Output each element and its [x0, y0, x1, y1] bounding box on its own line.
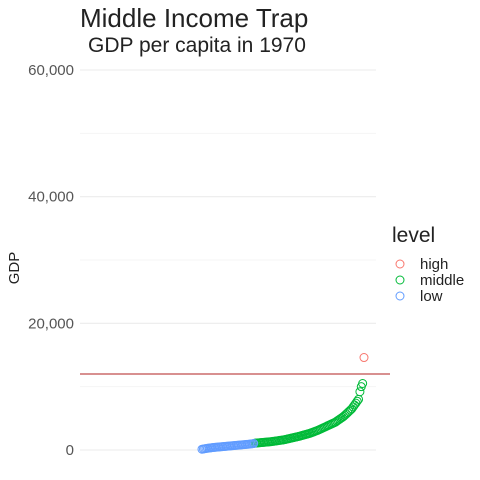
legend-item-middle: middle	[394, 271, 465, 289]
data-point-high	[359, 353, 369, 363]
legend-key-icon	[395, 275, 405, 285]
legend-label: low	[420, 287, 443, 305]
legend-key-icon	[395, 291, 405, 301]
data-point-middle	[358, 379, 368, 388]
data-point-low	[249, 439, 259, 449]
legend-label: high	[420, 255, 449, 273]
data-point-middle	[352, 396, 362, 406]
y-tick-label: 0	[66, 442, 74, 459]
y-tick-labels: 0 20,000 40,000 60,000	[28, 62, 74, 459]
chart-title: Middle Income Trap	[80, 3, 309, 33]
y-tick-label: 60,000	[28, 62, 74, 79]
legend-label: middle	[420, 271, 465, 289]
y-tick-label: 40,000	[28, 189, 74, 206]
y-tick-label: 20,000	[28, 315, 74, 332]
y-axis-label: GDP	[6, 252, 23, 285]
legend-item-high: high	[394, 255, 449, 273]
chart-subtitle: GDP per capita in 1970	[88, 34, 306, 57]
data-points	[197, 353, 369, 454]
legend-item-low: low	[394, 287, 443, 305]
data-point-middle	[355, 387, 365, 397]
legend-key-icon	[395, 259, 405, 269]
legend-title: level	[392, 224, 436, 247]
grid-lines	[80, 69, 376, 451]
